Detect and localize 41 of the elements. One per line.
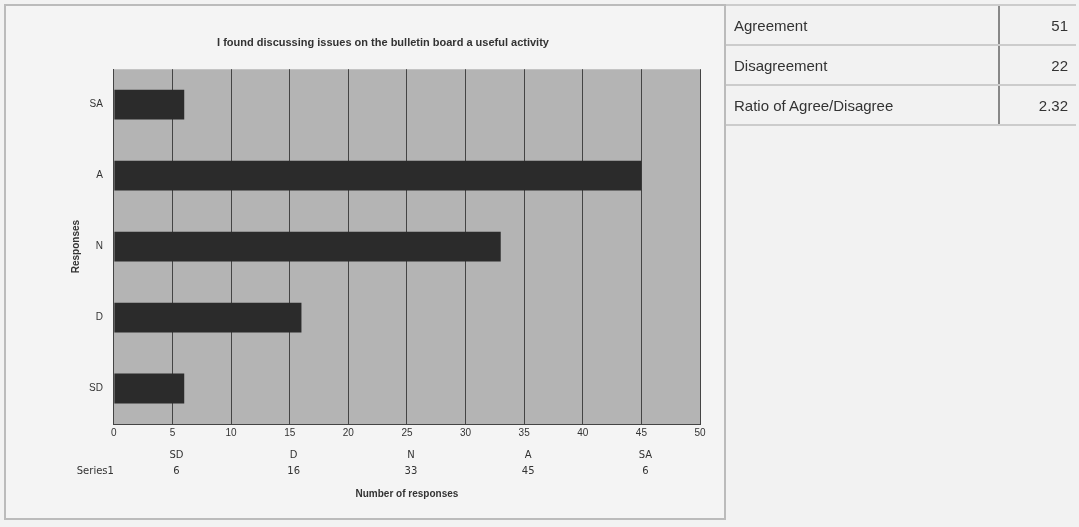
x-tick-label: 20 — [342, 426, 355, 438]
data-label: 22 — [999, 45, 1076, 85]
bar — [114, 302, 302, 333]
x-tick-label: 50 — [694, 426, 706, 438]
data-label: 6 — [172, 463, 181, 478]
y-tick-label: A — [96, 169, 104, 181]
data-label: 6 — [641, 463, 650, 478]
category-label: Disagreement — [726, 45, 999, 85]
y-tick-label: SD — [88, 382, 103, 394]
x-tick-label: 35 — [518, 426, 531, 438]
x-tick-label: 30 — [459, 426, 472, 438]
bar — [114, 160, 642, 191]
category-label: Ratio of Agree/Disagree — [726, 85, 999, 125]
y-axis-title: Responses — [69, 219, 81, 274]
x-tick-label: 5 — [169, 426, 176, 438]
x-tick-label: 25 — [401, 426, 413, 438]
y-tick-label: SA — [89, 98, 104, 110]
bar — [114, 231, 501, 262]
y-tick-label: N — [95, 240, 103, 252]
chart-title: I found discussing issues on the bulletin board a useful activity — [217, 35, 550, 48]
category-label: Agreement — [726, 5, 999, 45]
data-label: 33 — [403, 463, 419, 478]
y-tick-label: D — [95, 311, 103, 323]
category-label: SD — [168, 447, 185, 462]
x-tick-label: 40 — [577, 426, 589, 438]
category-label: A — [523, 447, 533, 462]
data-label: 16 — [286, 463, 302, 478]
bar — [114, 373, 185, 404]
x-axis-title: Number of responses — [355, 487, 459, 499]
data-label: 2.32 — [999, 85, 1076, 125]
x-tick-label: 15 — [284, 426, 296, 438]
category-label: N — [406, 447, 416, 462]
data-label: 45 — [520, 463, 536, 478]
category-label: SA — [637, 447, 654, 462]
x-tick-label: 45 — [635, 426, 648, 438]
x-tick-label: 10 — [225, 426, 238, 438]
data-label: 51 — [999, 5, 1076, 45]
text: Series1 — [75, 463, 115, 478]
category-label: D — [288, 447, 299, 462]
bar — [114, 89, 185, 120]
x-tick-label: 0 — [111, 426, 118, 438]
